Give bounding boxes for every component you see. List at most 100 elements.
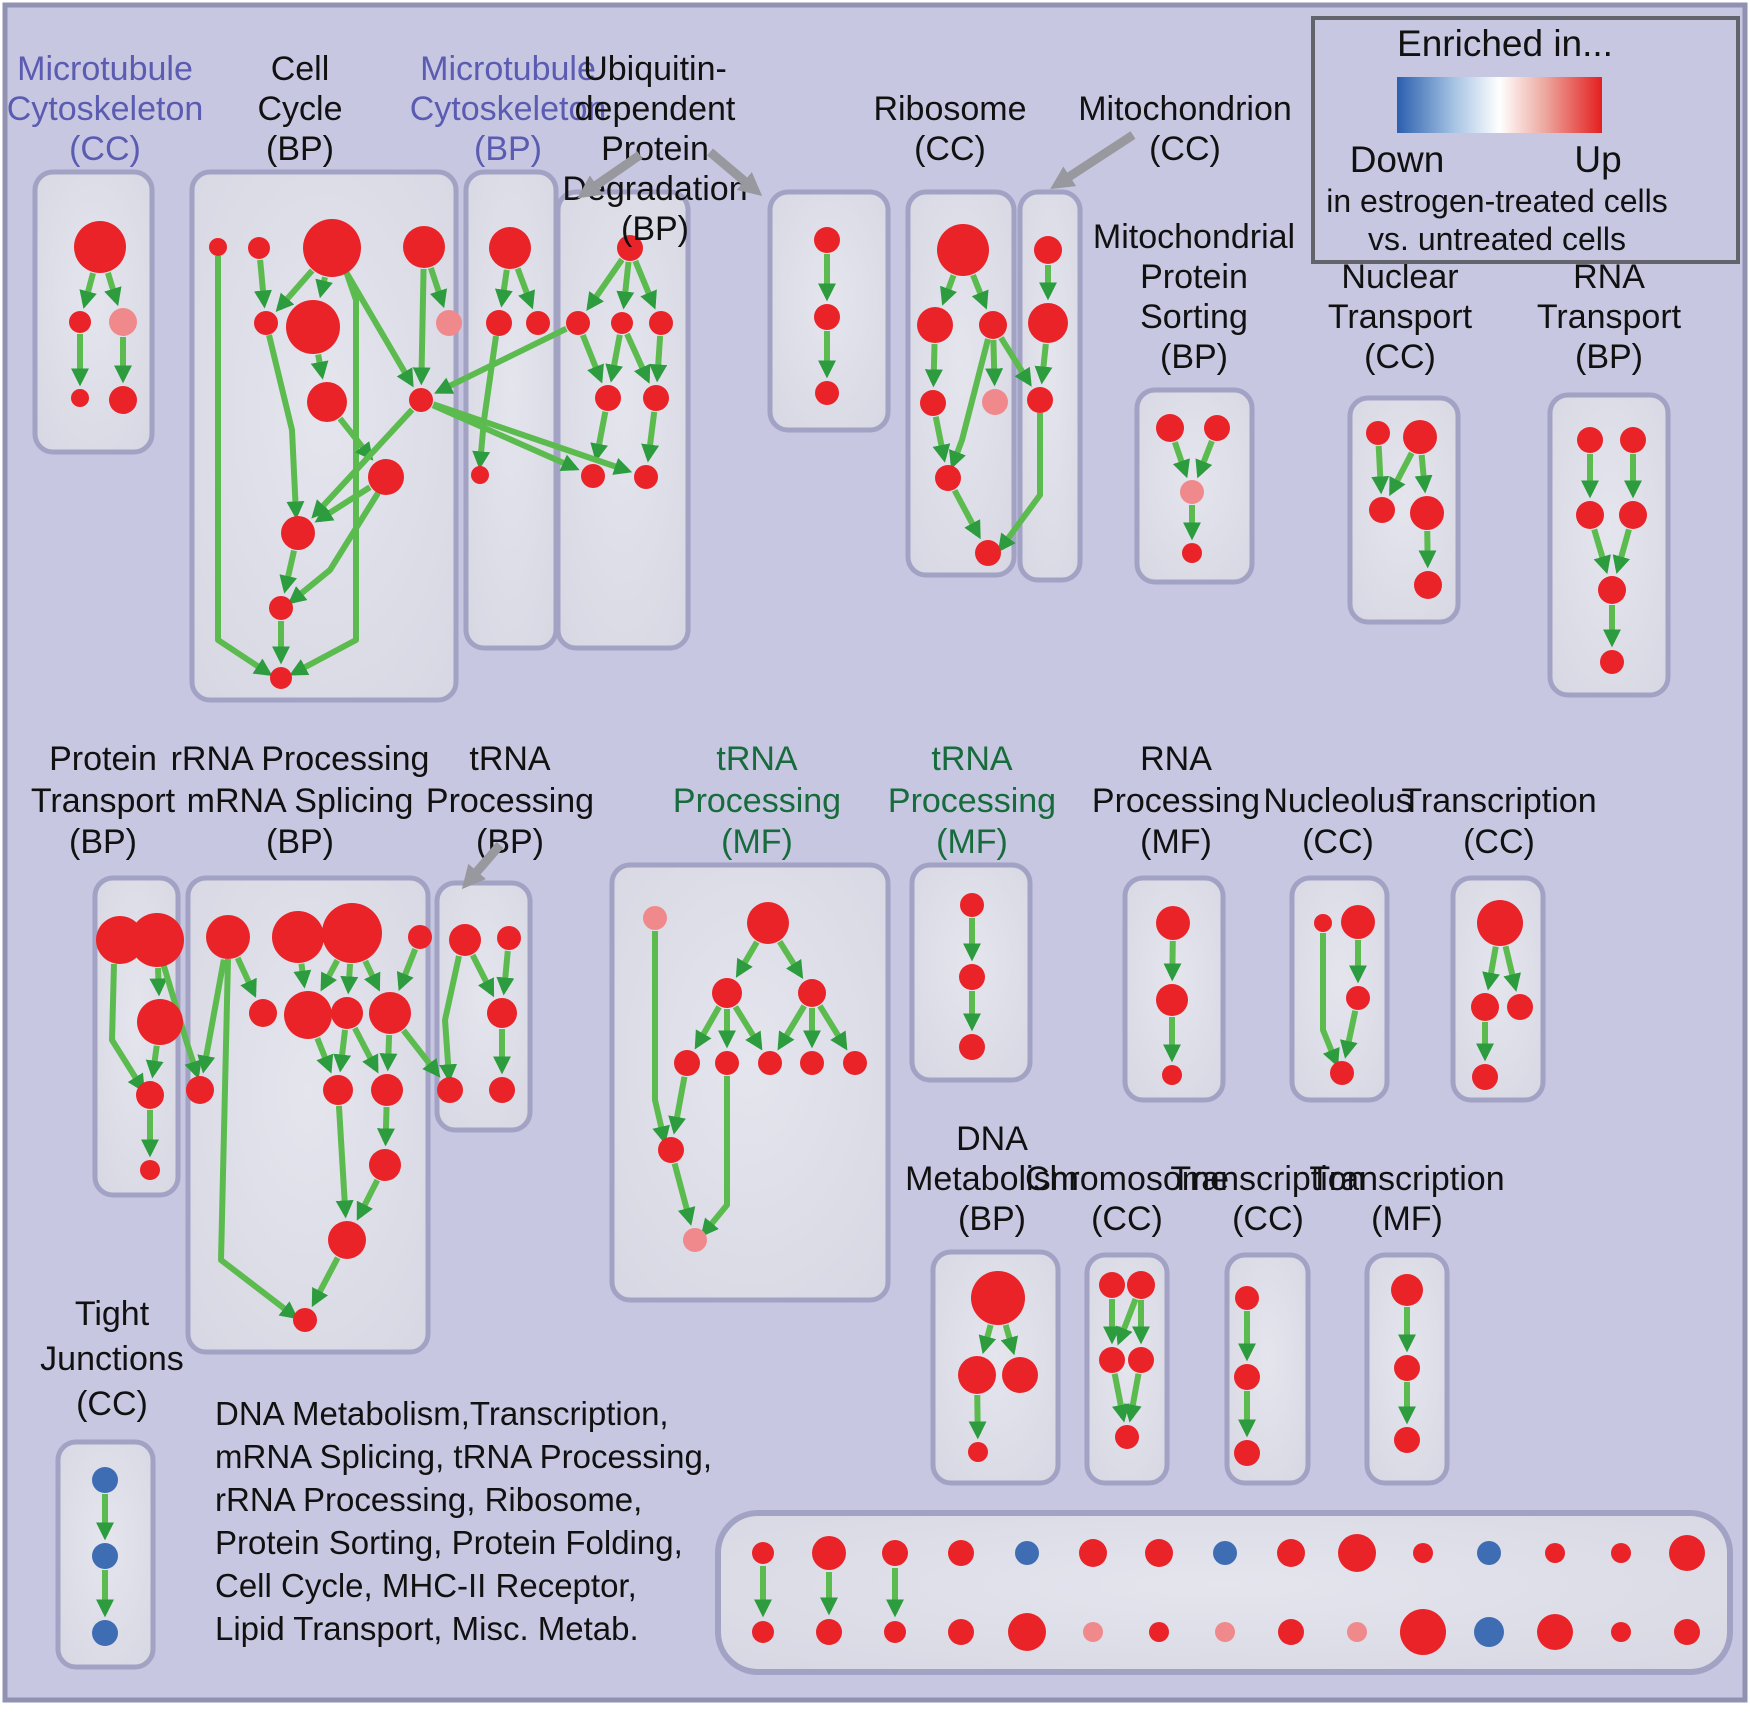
go-term-node [1598,576,1626,604]
cross-edge [434,326,568,394]
go-term-node [1474,1617,1504,1647]
go-term-node [1115,1425,1139,1449]
edge [352,1026,379,1074]
edge [1123,1373,1142,1423]
panel-label-rna-transport: RNA [1573,258,1645,296]
go-term-node [758,1051,782,1075]
panel-label-ubiquitin-degradation: dependent [575,90,736,128]
go-term-node [130,913,184,967]
panel-label-rrna-processing-mrna-splicing: rRNA Processing [171,740,430,778]
go-term-node [959,1034,985,1060]
go-term-node [1674,1619,1700,1645]
go-term-node [281,516,315,550]
edge [1414,454,1433,494]
cross-edge [432,401,633,475]
legend-title: Enriched in... [1397,23,1613,64]
edge [428,266,448,309]
panel-label-ribosome: (CC) [914,130,986,168]
go-term-node [1537,1614,1573,1650]
panel-label-rna-processing-mf: RNA [1140,740,1212,778]
edge [652,931,670,1145]
edge [694,1005,722,1050]
edge [605,334,624,383]
go-term-node [92,1543,118,1569]
edge [985,339,1004,387]
go-term-node [649,311,673,335]
panel-label-trna-processing-mf-large: (MF) [721,823,793,861]
edge [311,407,415,519]
misc-categories-note-line: rRNA Processing, Ribosome, [215,1481,642,1518]
go-term-node [1413,1543,1433,1563]
go-term-node [489,1077,515,1103]
go-term-node [284,991,332,1039]
trna-bp-pointer [461,842,504,890]
legend-subtitle-line2: vs. untreated cells [1368,221,1626,257]
panel-label-trna-processing-bp: Processing [426,782,594,820]
edge [293,963,312,989]
panel-label-ubiquitin-degradation: Protein [601,130,709,168]
edge [79,272,97,309]
go-term-node [1034,236,1062,264]
panel-label-chromosome: Chromosome [1025,1160,1229,1198]
go-term-node [1278,1619,1304,1645]
panel-label-trna-processing-mf-small: tRNA [931,740,1013,778]
edge [732,1005,763,1051]
panel-label-tight-junctions: (CC) [76,1385,148,1423]
panel-label-cell-cycle: (BP) [266,130,334,168]
edge [1000,1324,1019,1356]
go-term-node [1079,1539,1107,1567]
go-term-node [634,465,658,489]
misc-categories-note-line: mRNA Splicing, tRNA Processing, [215,1438,712,1475]
go-term-node [371,1074,403,1106]
go-term-node [1341,905,1375,939]
cross-edge [160,962,202,1080]
go-term-node [1099,1272,1125,1298]
go-term-node [712,978,742,1008]
edge [362,959,381,992]
panel-label-mitochondrion: Mitochondrion [1078,90,1292,128]
go-term-node [1180,480,1204,504]
go-term-node [409,388,433,412]
edge [1339,1010,1359,1059]
panel-box-microtubule-cc [32,169,155,455]
go-term-node [137,999,183,1045]
go-term-node [71,389,89,407]
edge [340,963,359,995]
panel-label-protein-transport: Protein [49,740,157,778]
edge [356,1178,380,1221]
go-term-node [816,1619,842,1645]
go-term-node [293,1308,317,1332]
panel-label-trna-processing-mf-large: Processing [673,782,841,820]
go-term-node [617,235,643,261]
go-term-node [1128,1347,1154,1373]
go-term-node [843,1051,867,1075]
misc-categories-note-line: Lipid Transport, Misc. Metab. [215,1610,639,1647]
panel-label-transcription-mf: Transcription [1309,1160,1504,1198]
edge [970,273,989,310]
edge [1195,439,1215,479]
go-term-node [917,307,953,343]
panel-label-chromosome: (CC) [1091,1200,1163,1238]
go-term-node [1215,1622,1235,1642]
go-term-node [798,979,826,1007]
panel-label-tight-junctions: Junctions [40,1340,184,1378]
legend-box [1311,16,1740,264]
go-term-node [206,915,250,959]
misc-categories-note-line: Protein Sorting, Protein Folding, [215,1524,683,1561]
go-term-node [1149,1622,1169,1642]
edge [1482,946,1500,991]
edge [396,947,419,992]
edge [968,1394,987,1440]
panel-label-rna-processing-mf: (MF) [1140,823,1212,861]
go-term-node [437,1077,463,1103]
edge [254,259,272,309]
panel-label-microtubule-cc: (CC) [69,130,141,168]
go-term-node [958,1356,996,1394]
go-term-node [1507,994,1533,1020]
go-term-node [975,540,1001,566]
go-term-node [96,916,144,964]
go-term-node [1477,1541,1501,1565]
edge [624,332,651,384]
go-term-node [1277,1539,1305,1567]
panel-label-microtubule-bp: Cytoskeleton [410,90,607,128]
